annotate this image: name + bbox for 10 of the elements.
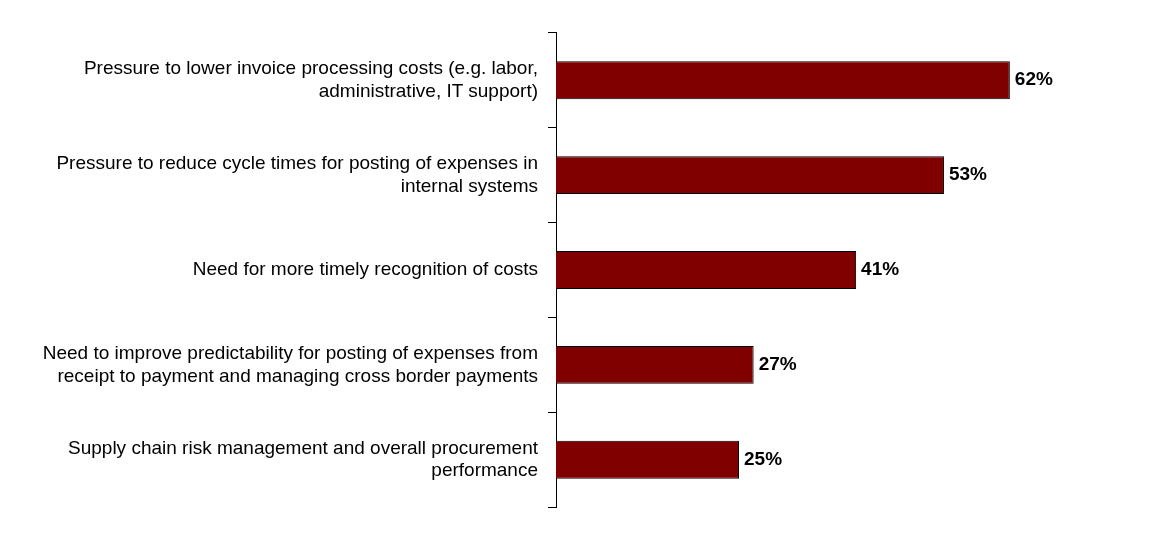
data-label: 62% — [1014, 68, 1053, 90]
data-label: 53% — [948, 163, 988, 185]
data-label: 27% — [758, 353, 797, 375]
data-label: 41% — [861, 258, 900, 280]
y-tick-label: Supply chain risk management and overall procurement performance — [68, 436, 539, 481]
y-tick-label: Need to improve predictability for posting of expenses from receipt to payment and managing cross border payments — [42, 341, 538, 386]
y-tick-label: Pressure to lower invoice processing costs (e.g. labor, administrative, IT support) — [83, 57, 538, 101]
data-label: 25% — [744, 447, 783, 469]
y-tick-label: Pressure to reduce cycle times for posting of expenses in internal systems — [56, 151, 538, 196]
y-tick-label: Need for more timely recognition of costs — [192, 258, 538, 280]
